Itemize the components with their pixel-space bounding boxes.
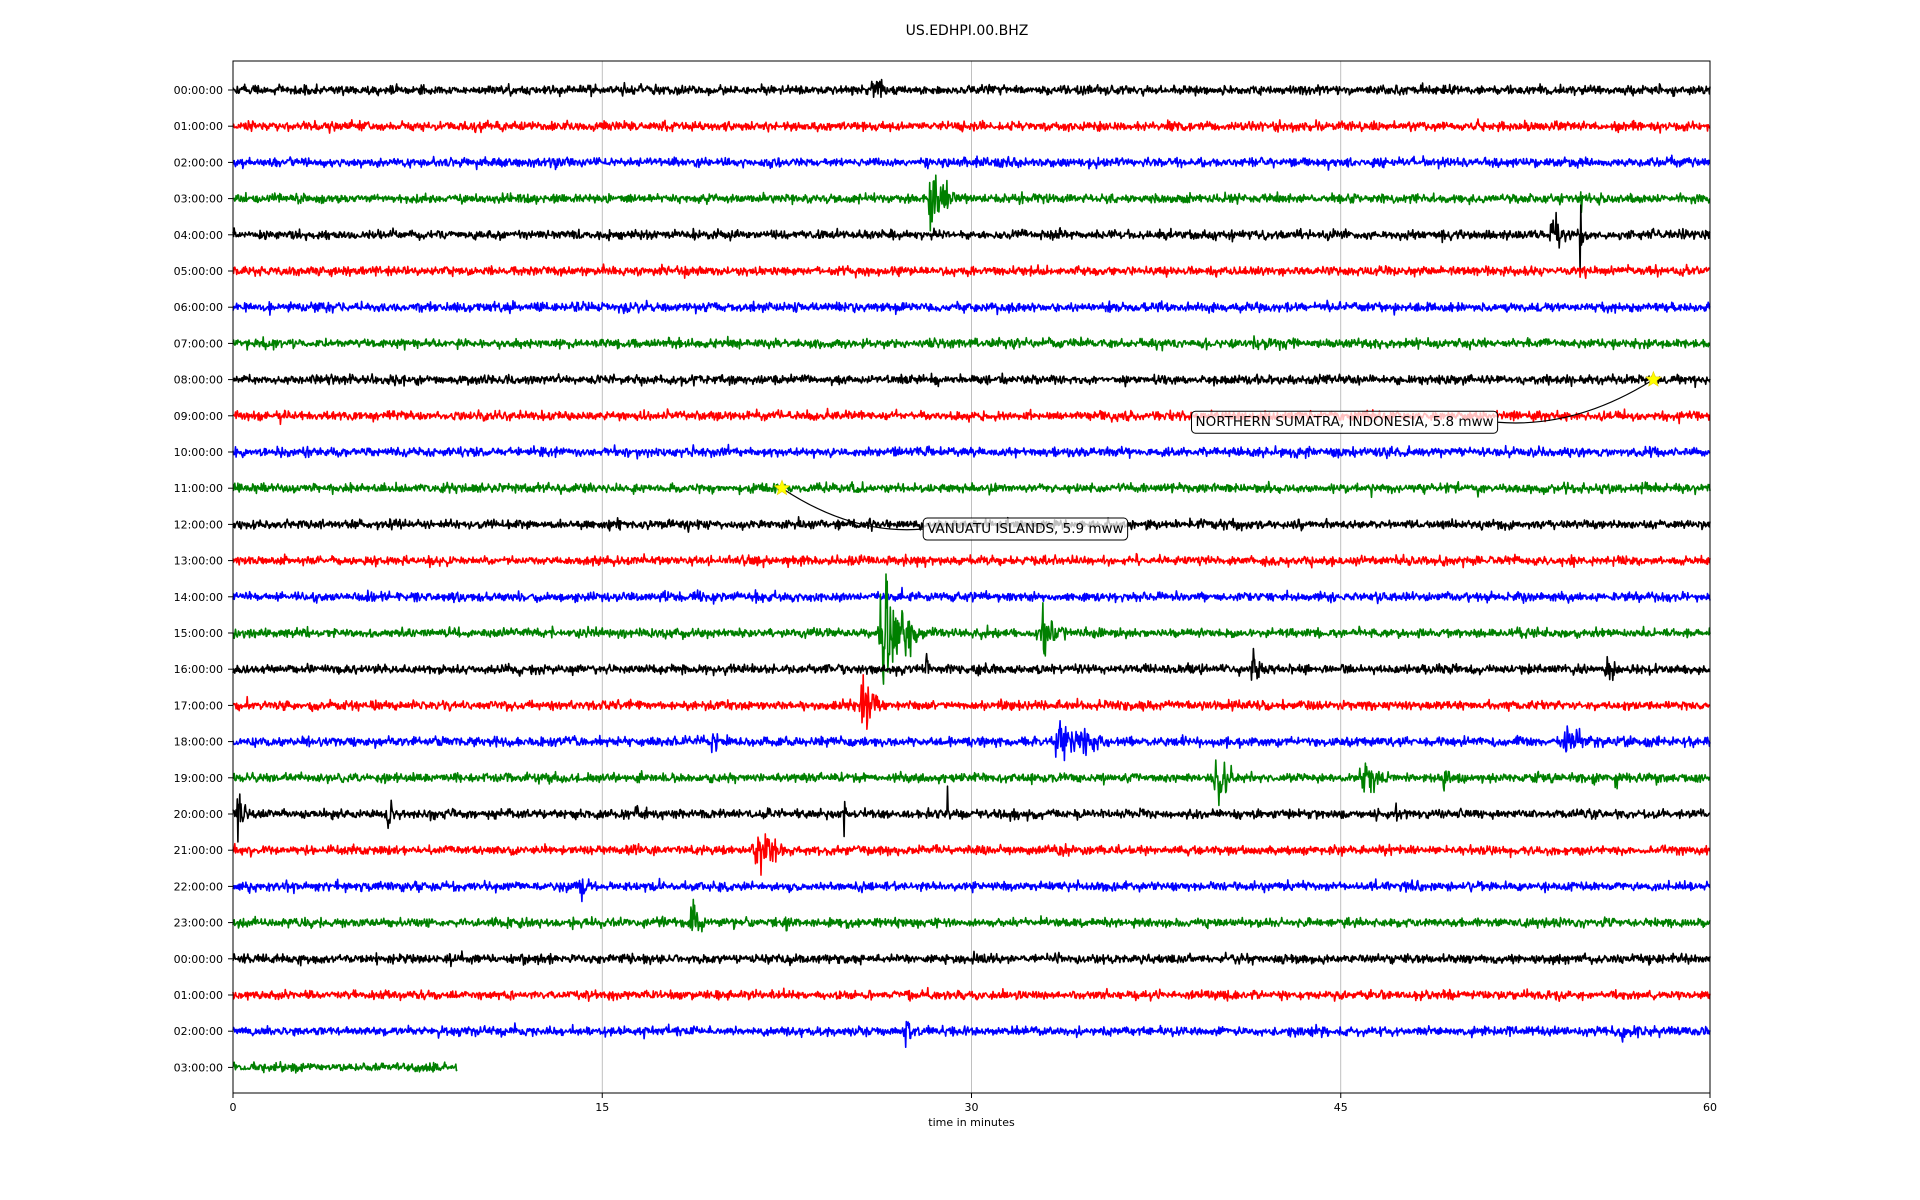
trace-row: [232, 898, 1711, 933]
row-time-labels: 00:00:00 01:00:00 02:00:00 03:00:00 04:00:00…: [174, 84, 233, 1074]
trace-row: [232, 647, 1711, 682]
trace-row: [232, 833, 1711, 876]
trace-row: [232, 1060, 458, 1074]
trace-row: [232, 674, 1711, 730]
row-time-label: 06:00:00: [174, 301, 223, 314]
trace-row: [232, 1020, 1711, 1048]
trace-row: [232, 573, 1711, 685]
x-axis-ticks: 0 15 30 45 60: [230, 1093, 1717, 1114]
row-time-label: 03:00:00: [174, 193, 223, 206]
row-time-label: 15:00:00: [174, 627, 223, 640]
trace-row: [232, 263, 1711, 280]
x-tick-label: 30: [965, 1101, 979, 1114]
x-tick-label: 45: [1334, 1101, 1348, 1114]
trace-row: [232, 720, 1711, 762]
row-time-label: 00:00:00: [174, 953, 223, 966]
row-time-label: 07:00:00: [174, 337, 223, 350]
row-time-label: 14:00:00: [174, 591, 223, 604]
trace-row: [232, 174, 1711, 232]
row-time-label: 01:00:00: [174, 120, 223, 133]
row-time-label: 03:00:00: [174, 1061, 223, 1074]
row-time-label: 10:00:00: [174, 446, 223, 459]
trace-row: [232, 785, 1711, 843]
seismogram-traces: [232, 78, 1711, 1074]
row-time-label: 17:00:00: [174, 699, 223, 712]
event-annotations: NORTHERN SUMATRA, INDONESIA, 5.8 mww VANU…: [773, 370, 1662, 541]
row-time-label: 02:00:00: [174, 156, 223, 169]
trace-row: [232, 986, 1711, 1002]
row-time-label: 01:00:00: [174, 989, 223, 1002]
trace-row: [232, 877, 1711, 903]
row-time-label: 09:00:00: [174, 410, 223, 423]
trace-row: [232, 154, 1711, 171]
trace-row: [232, 118, 1711, 134]
trace-row: [232, 480, 1711, 499]
trace-row: [232, 586, 1711, 605]
trace-row: [232, 950, 1711, 968]
row-time-label: 16:00:00: [174, 663, 223, 676]
x-tick-label: 0: [230, 1101, 237, 1114]
trace-row: [232, 759, 1711, 807]
trace-row: [232, 335, 1711, 352]
event-connector: [781, 487, 924, 531]
row-time-label: 08:00:00: [174, 374, 223, 387]
row-time-label: 20:00:00: [174, 808, 223, 821]
row-time-label: 11:00:00: [174, 482, 223, 495]
event-label: NORTHERN SUMATRA, INDONESIA, 5.8 mww: [1196, 414, 1494, 430]
row-time-label: 02:00:00: [174, 1025, 223, 1038]
event-star-marker: [1645, 370, 1662, 387]
row-time-label: 00:00:00: [174, 84, 223, 97]
x-tick-label: 15: [595, 1101, 609, 1114]
chart-title: US.EDHPI.00.BHZ: [906, 23, 1029, 39]
row-time-label: 22:00:00: [174, 880, 223, 893]
row-time-label: 19:00:00: [174, 772, 223, 785]
trace-row: [232, 372, 1711, 389]
trace-row: [232, 78, 1711, 98]
row-time-label: 05:00:00: [174, 265, 223, 278]
row-time-label: 04:00:00: [174, 229, 223, 242]
row-time-label: 23:00:00: [174, 917, 223, 930]
grid-lines: [601, 61, 1342, 1093]
event-label: VANUATU ISLANDS, 5.9 mww: [927, 521, 1123, 537]
event-star-marker: [773, 479, 791, 496]
trace-row: [232, 443, 1711, 460]
row-time-label: 18:00:00: [174, 736, 223, 749]
row-time-label: 12:00:00: [174, 518, 223, 531]
x-axis-label: time in minutes: [928, 1116, 1015, 1129]
trace-row: [232, 299, 1711, 316]
trace-row: [232, 204, 1711, 273]
trace-row: [232, 552, 1711, 569]
x-tick-label: 60: [1703, 1101, 1717, 1114]
row-time-label: 21:00:00: [174, 844, 223, 857]
event-connector: [1497, 379, 1654, 424]
row-time-label: 13:00:00: [174, 555, 223, 568]
